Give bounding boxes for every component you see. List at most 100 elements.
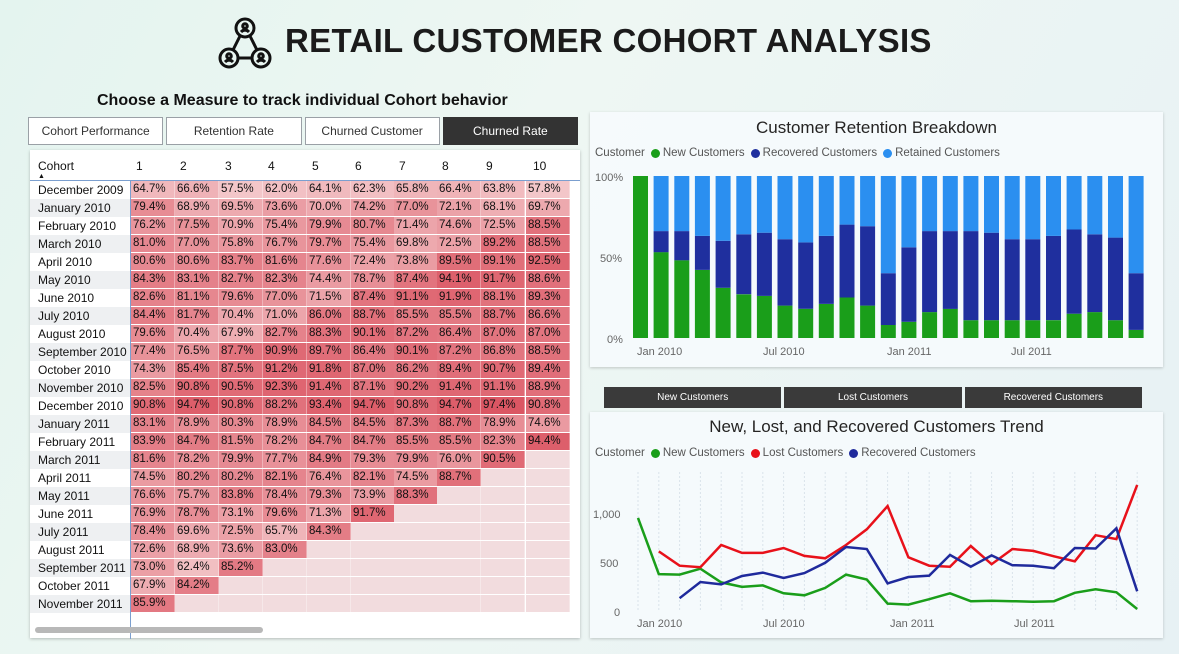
rate-cell[interactable]: 69.7% bbox=[526, 199, 570, 216]
rate-cell[interactable]: 66.4% bbox=[437, 181, 481, 198]
rate-cell[interactable]: 69.5% bbox=[219, 199, 263, 216]
rate-cell[interactable]: 84.3% bbox=[131, 271, 175, 288]
rate-cell[interactable]: 77.5% bbox=[175, 217, 219, 234]
bar-segment-retained[interactable] bbox=[1087, 176, 1103, 235]
rate-cell[interactable]: 74.5% bbox=[131, 469, 175, 486]
rate-cell[interactable]: 82.6% bbox=[131, 289, 175, 306]
rate-cell[interactable]: 78.9% bbox=[263, 415, 307, 432]
table-row[interactable]: March 2010 81.0% 77.0% 75.8% 76.7% 79.7% 75.4%… bbox=[30, 235, 580, 253]
rate-cell[interactable]: 85.5% bbox=[394, 433, 438, 450]
table-row[interactable]: July 2011 78.4% 69.6% 72.5% 65.7% 84.3% bbox=[30, 523, 580, 541]
rate-cell[interactable]: 72.5% bbox=[481, 217, 525, 234]
rate-cell[interactable]: 81.0% bbox=[131, 235, 175, 252]
rate-cell[interactable]: 91.1% bbox=[394, 289, 438, 306]
empty-cell[interactable] bbox=[351, 595, 395, 612]
rate-cell[interactable]: 76.9% bbox=[131, 505, 175, 522]
empty-cell[interactable] bbox=[526, 487, 570, 504]
empty-cell[interactable] bbox=[437, 505, 481, 522]
rate-cell[interactable]: 83.9% bbox=[131, 433, 175, 450]
line-lost-customers[interactable] bbox=[658, 484, 1139, 569]
rate-cell[interactable]: 78.9% bbox=[175, 415, 219, 432]
empty-cell[interactable] bbox=[351, 523, 395, 540]
rate-cell[interactable]: 84.7% bbox=[307, 433, 351, 450]
rate-cell[interactable]: 76.5% bbox=[175, 343, 219, 360]
rate-cell[interactable]: 67.9% bbox=[131, 577, 175, 594]
rate-cell[interactable]: 63.8% bbox=[481, 181, 525, 198]
rate-cell[interactable]: 79.9% bbox=[307, 217, 351, 234]
rate-cell[interactable]: 82.7% bbox=[219, 271, 263, 288]
legend-item-recovered[interactable]: Recovered Customers bbox=[849, 447, 976, 459]
rate-cell[interactable]: 88.1% bbox=[481, 289, 525, 306]
rate-cell[interactable]: 87.2% bbox=[394, 325, 438, 342]
bar-segment-new[interactable] bbox=[777, 305, 793, 338]
legend-item-new[interactable]: New Customers bbox=[650, 447, 745, 459]
rate-cell[interactable]: 75.8% bbox=[219, 235, 263, 252]
rate-cell[interactable]: 91.8% bbox=[307, 361, 351, 378]
bar-segment-recovered[interactable] bbox=[901, 247, 917, 322]
rate-cell[interactable]: 70.9% bbox=[219, 217, 263, 234]
rate-cell[interactable]: 73.9% bbox=[351, 487, 395, 504]
rate-cell[interactable]: 86.4% bbox=[351, 343, 395, 360]
column-header[interactable]: 7 bbox=[399, 159, 406, 173]
rate-cell[interactable]: 76.7% bbox=[263, 235, 307, 252]
rate-cell[interactable]: 89.4% bbox=[526, 361, 570, 378]
empty-cell[interactable] bbox=[481, 541, 525, 558]
rate-cell[interactable]: 86.4% bbox=[437, 325, 481, 342]
empty-cell[interactable] bbox=[437, 577, 481, 594]
rate-cell[interactable]: 84.7% bbox=[351, 433, 395, 450]
empty-cell[interactable] bbox=[394, 595, 438, 612]
new-customers-button[interactable]: New Customers bbox=[604, 387, 782, 408]
rate-cell[interactable]: 94.1% bbox=[437, 271, 481, 288]
bar-segment-recovered[interactable] bbox=[1004, 239, 1020, 321]
rate-cell[interactable]: 65.7% bbox=[263, 523, 307, 540]
bar-segment-new[interactable] bbox=[1046, 320, 1061, 338]
empty-cell[interactable] bbox=[481, 505, 525, 522]
column-header[interactable]: 4 bbox=[268, 159, 275, 173]
table-row[interactable]: September 2011 73.0% 62.4% 85.2% bbox=[30, 559, 580, 577]
rate-cell[interactable]: 86.0% bbox=[307, 307, 351, 324]
rate-cell[interactable]: 62.4% bbox=[175, 559, 219, 576]
empty-cell[interactable] bbox=[437, 523, 481, 540]
rate-cell[interactable]: 82.3% bbox=[481, 433, 525, 450]
empty-cell[interactable] bbox=[481, 577, 525, 594]
rate-cell[interactable]: 88.9% bbox=[526, 379, 570, 396]
legend-item-lost[interactable]: Lost Customers bbox=[750, 447, 843, 459]
rate-cell[interactable]: 82.7% bbox=[263, 325, 307, 342]
rate-cell[interactable]: 79.3% bbox=[351, 451, 395, 468]
rate-cell[interactable]: 80.2% bbox=[175, 469, 219, 486]
rate-cell[interactable]: 84.5% bbox=[307, 415, 351, 432]
bar-segment-recovered[interactable] bbox=[818, 235, 834, 304]
rate-cell[interactable]: 89.4% bbox=[437, 361, 481, 378]
rate-cell[interactable]: 87.0% bbox=[351, 361, 395, 378]
bar-segment-retained[interactable] bbox=[798, 176, 814, 243]
column-header[interactable]: 6 bbox=[355, 159, 362, 173]
bar-segment-new[interactable] bbox=[922, 312, 938, 338]
rate-cell[interactable]: 87.5% bbox=[219, 361, 263, 378]
bar-segment-new[interactable] bbox=[1004, 320, 1020, 338]
rate-cell[interactable]: 71.3% bbox=[307, 505, 351, 522]
empty-cell[interactable] bbox=[526, 451, 570, 468]
bar-segment-retained[interactable] bbox=[963, 176, 979, 232]
rate-cell[interactable]: 77.4% bbox=[131, 343, 175, 360]
rate-cell[interactable]: 74.5% bbox=[394, 469, 438, 486]
rate-cell[interactable]: 79.9% bbox=[219, 451, 263, 468]
empty-cell[interactable] bbox=[526, 577, 570, 594]
bar-segment-new[interactable] bbox=[942, 308, 958, 338]
line-recovered-customers[interactable] bbox=[678, 526, 1139, 600]
bar-segment-recovered[interactable] bbox=[756, 232, 772, 296]
rate-cell[interactable]: 81.6% bbox=[131, 451, 175, 468]
rate-cell[interactable]: 81.7% bbox=[175, 307, 219, 324]
table-row[interactable]: August 2011 72.6% 68.9% 73.6% 83.0% bbox=[30, 541, 580, 559]
bar-segment-retained[interactable] bbox=[942, 176, 958, 232]
table-row[interactable]: June 2010 82.6% 81.1% 79.6% 77.0% 71.5% 87.4% 9… bbox=[30, 289, 580, 307]
rate-cell[interactable]: 88.3% bbox=[307, 325, 351, 342]
table-row[interactable]: November 2011 85.9% bbox=[30, 595, 580, 613]
rate-cell[interactable]: 75.4% bbox=[263, 217, 307, 234]
bar-segment-new[interactable] bbox=[736, 294, 752, 338]
rate-cell[interactable]: 89.3% bbox=[526, 289, 570, 306]
rate-cell[interactable]: 79.3% bbox=[307, 487, 351, 504]
empty-cell[interactable] bbox=[481, 523, 525, 540]
table-row[interactable]: January 2011 83.1% 78.9% 80.3% 78.9% 84.5% 84.… bbox=[30, 415, 580, 433]
bar-segment-new[interactable] bbox=[694, 270, 710, 338]
rate-cell[interactable]: 87.2% bbox=[437, 343, 481, 360]
